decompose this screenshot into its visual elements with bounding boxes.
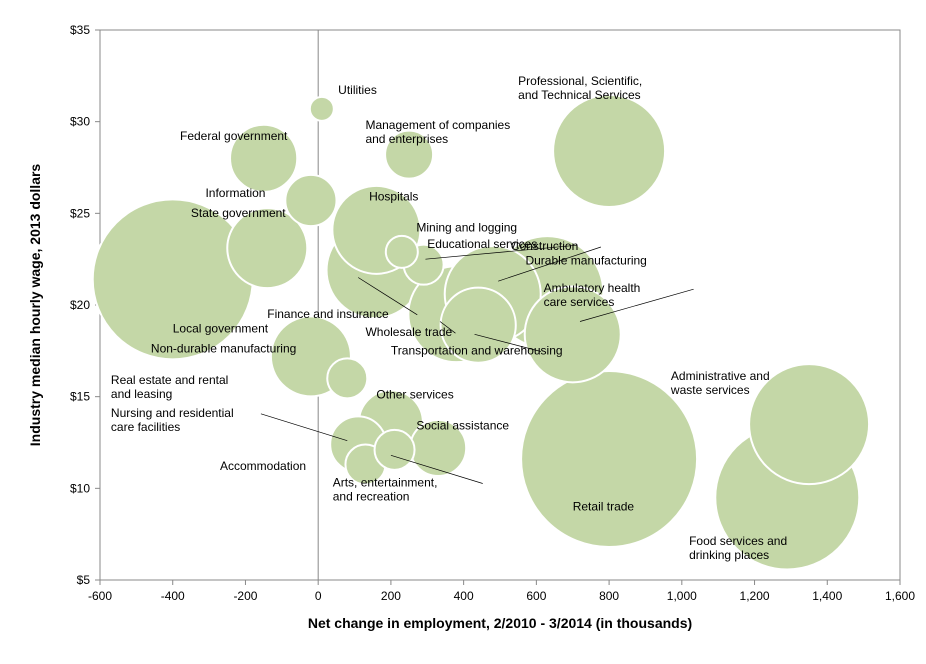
bubble-label: Federal government <box>180 129 288 143</box>
bubble <box>375 430 415 470</box>
bubble-label: and Technical Services <box>518 88 641 102</box>
bubble-label: drinking places <box>689 548 769 562</box>
x-tick-label: -200 <box>233 589 257 603</box>
bubble-label: care services <box>544 295 615 309</box>
bubble-label: Other services <box>376 388 453 402</box>
bubble-label: and leasing <box>111 387 172 401</box>
bubble-label: Accommodation <box>220 459 306 473</box>
bubble-label: Social assistance <box>416 419 509 433</box>
bubble <box>386 236 418 268</box>
leader-line <box>261 414 347 441</box>
x-tick-label: 200 <box>381 589 401 603</box>
bubble-label: care facilities <box>111 420 180 434</box>
bubble-label: Durable manufacturing <box>525 254 646 268</box>
chart-container: -600 -400 -200 0 200 400 600 800 1,000 1,200 1,400… <box>0 0 926 664</box>
bubble-chart-svg: -600 -400 -200 0 200 400 600 800 1,000 1,200 1,400… <box>0 0 926 664</box>
x-tick-label: 400 <box>454 589 474 603</box>
bubble-label: Administrative and <box>671 369 770 383</box>
y-axis-label: Industry median hourly wage, 2013 dollar… <box>27 164 43 447</box>
bubble <box>327 358 367 398</box>
bubble <box>521 371 697 547</box>
bubble-label: Real estate and rental <box>111 373 228 387</box>
bubble-label: Local government <box>173 322 269 336</box>
bubble-label: and recreation <box>333 490 410 504</box>
y-tick-label: $35 <box>70 23 90 37</box>
y-tick-label: $25 <box>70 206 90 220</box>
bubble-label: Management of companies <box>365 118 510 132</box>
y-tick-label: $30 <box>70 115 90 129</box>
bubble-label: State government <box>191 206 286 220</box>
bubble-label: Finance and insurance <box>267 307 389 321</box>
bubble-label: and enterprises <box>365 132 448 146</box>
x-tick-label: 1,000 <box>667 589 697 603</box>
bubble-label: Information <box>205 186 265 200</box>
bubble-label: Non-durable manufacturing <box>151 342 296 356</box>
x-tick-label: 1,200 <box>740 589 770 603</box>
x-tick-label: 800 <box>599 589 619 603</box>
bubble-label: Professional, Scientific, <box>518 74 642 88</box>
bubble-label: Wholesale trade <box>365 325 452 339</box>
x-tick-label: 1,600 <box>885 589 915 603</box>
bubble-label: Food services and <box>689 534 787 548</box>
x-tick-label: 1,400 <box>812 589 842 603</box>
bubble-label: waste services <box>670 383 750 397</box>
bubble-label: Arts, entertainment, <box>333 476 438 490</box>
bubble-label: Utilities <box>338 83 377 97</box>
bubble-label: Retail trade <box>573 499 635 513</box>
x-tick-label: 600 <box>526 589 546 603</box>
x-tick-label: 0 <box>315 589 322 603</box>
x-axis-label: Net change in employment, 2/2010 - 3/201… <box>308 615 692 631</box>
x-tick-label: -400 <box>161 589 185 603</box>
bubble-label: Mining and logging <box>416 221 517 235</box>
bubble-label: Construction <box>511 239 578 253</box>
bubble-label: Nursing and residential <box>111 406 234 420</box>
y-tick-label: $10 <box>70 481 90 495</box>
bubble-label: Hospitals <box>369 190 418 204</box>
bubble-label: Ambulatory health <box>544 281 641 295</box>
y-tick-label: $20 <box>70 298 90 312</box>
bubble <box>553 95 665 207</box>
bubble-label: Transportation and warehousing <box>391 344 563 358</box>
bubble <box>310 97 334 121</box>
y-tick-label: $5 <box>77 573 91 587</box>
bubble <box>285 175 336 226</box>
x-tick-label: -600 <box>88 589 112 603</box>
y-tick-label: $15 <box>70 390 90 404</box>
